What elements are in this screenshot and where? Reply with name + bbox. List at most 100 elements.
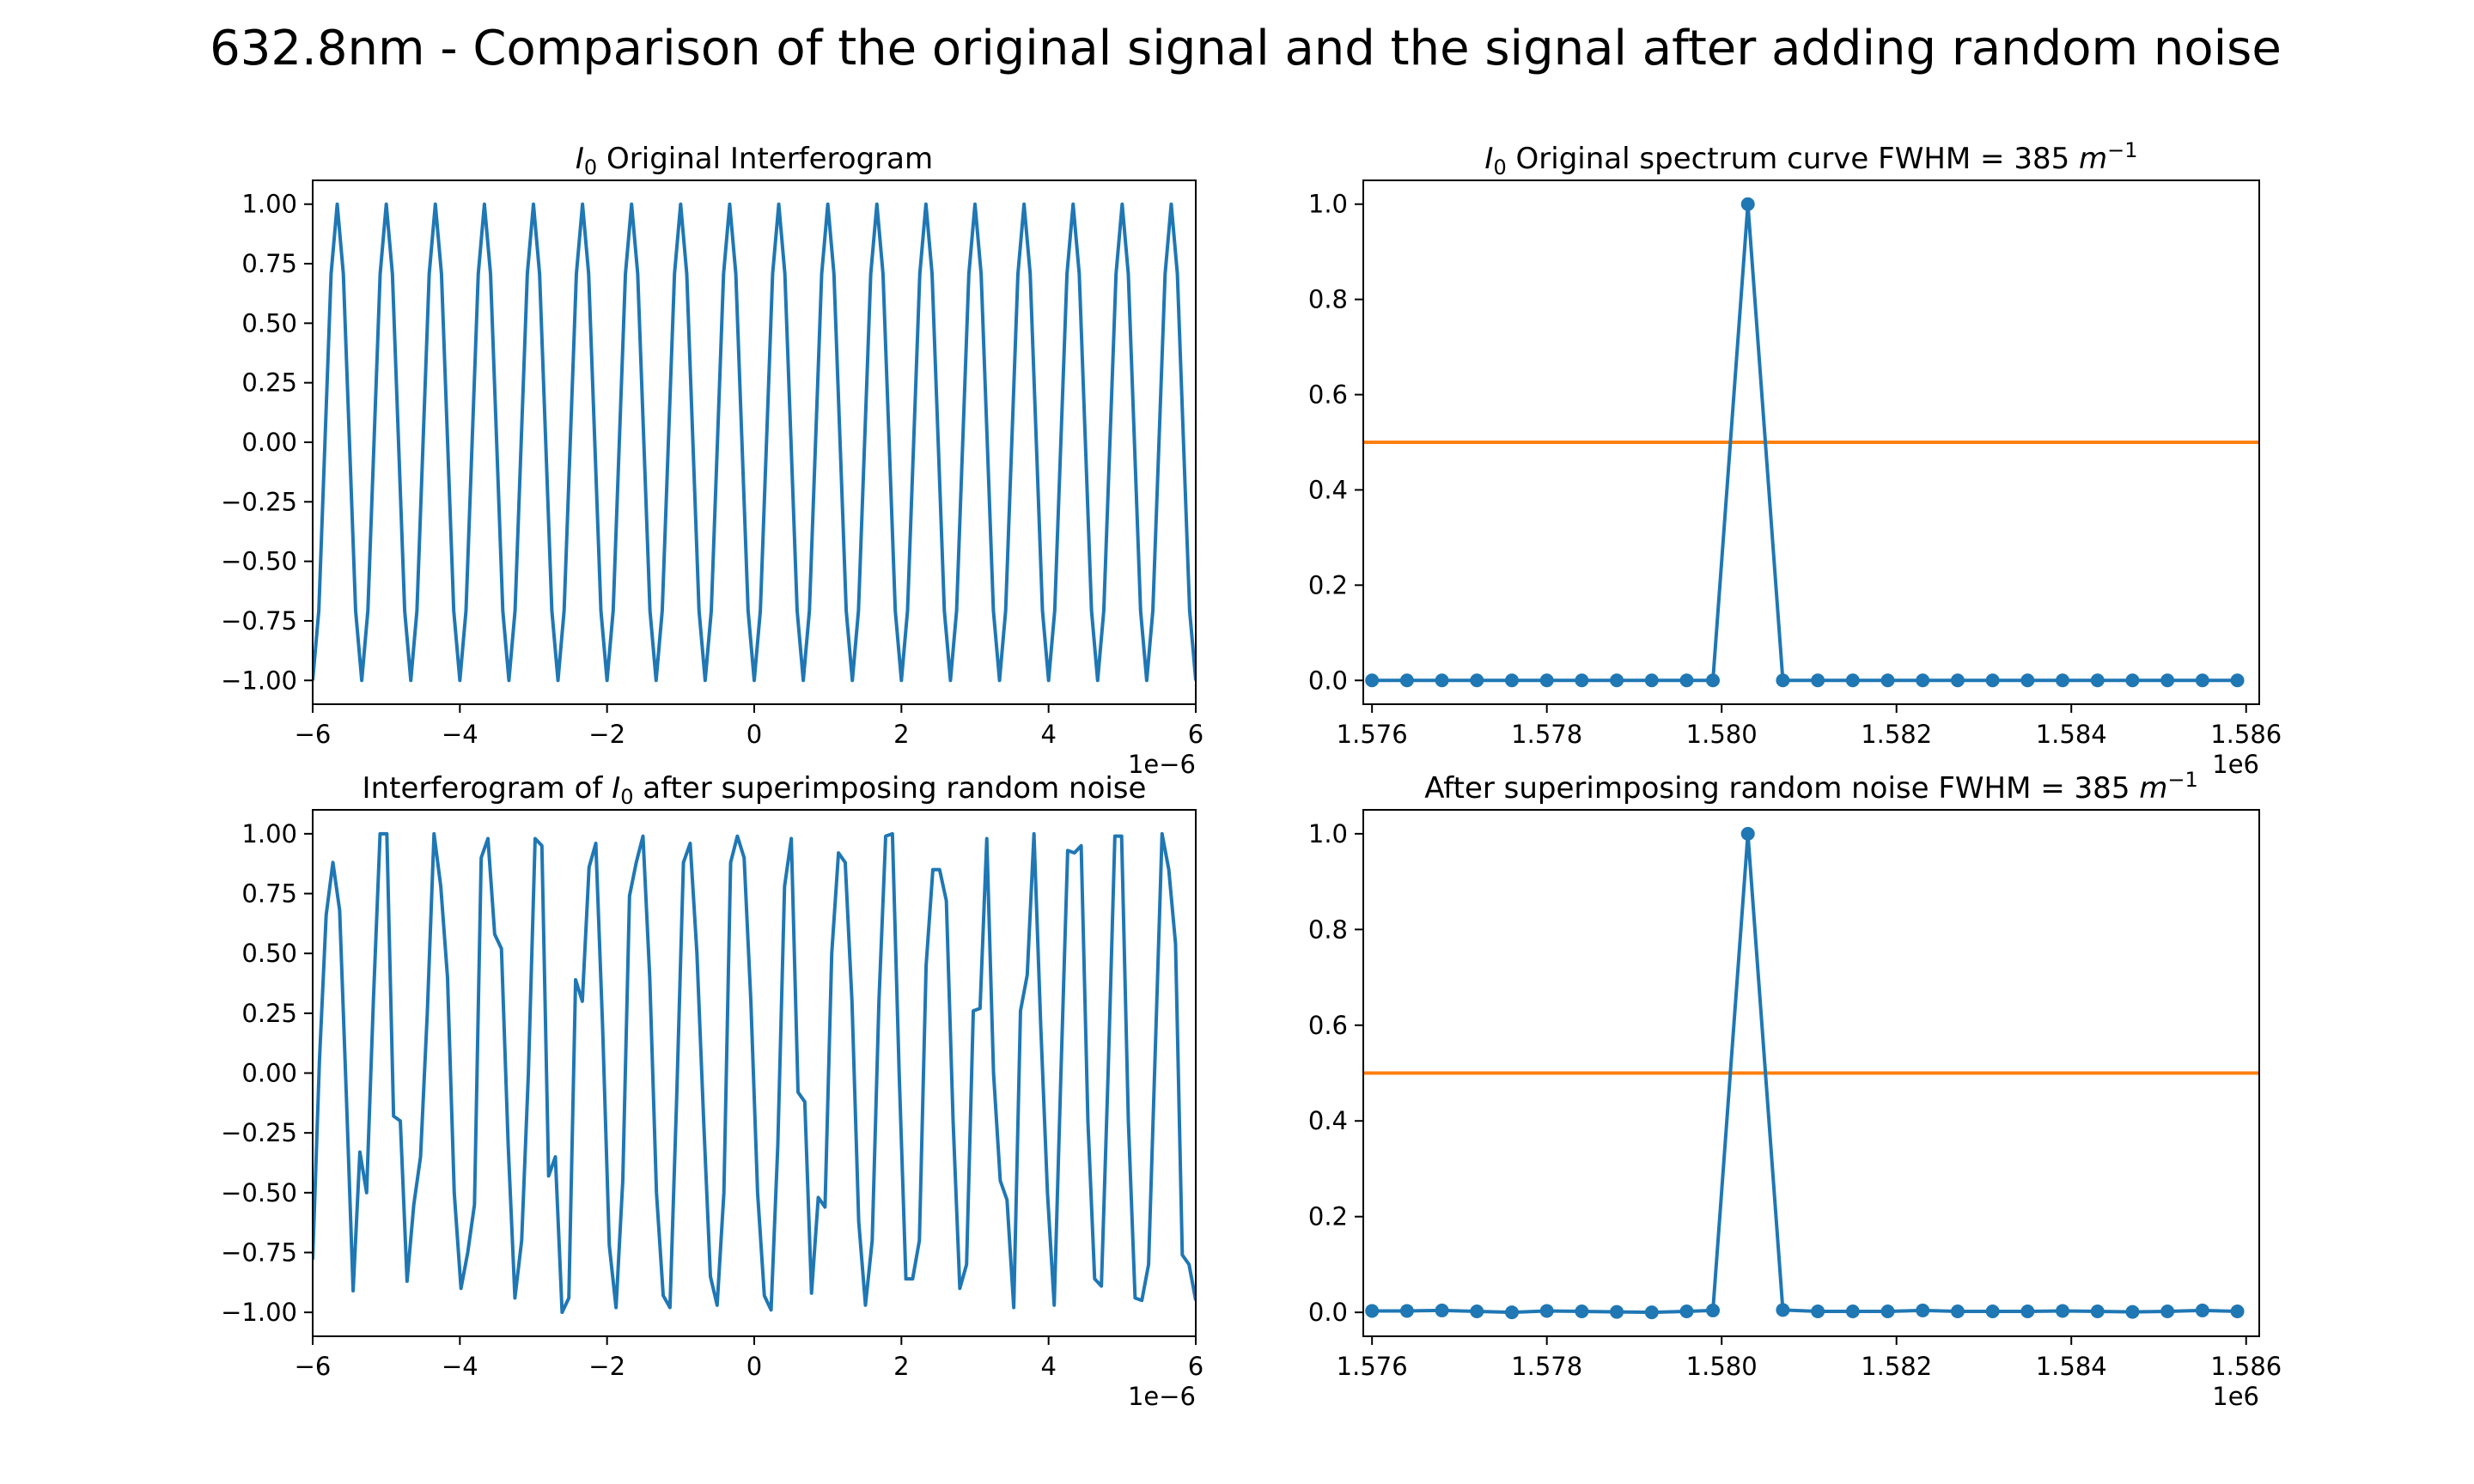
x-tick-label: −2	[588, 720, 625, 749]
data-point	[1776, 1303, 1790, 1317]
data-point	[2056, 1304, 2070, 1318]
subplot-interferogram-original: I0 Original Interferogram −6 −4 −2 0 2 4 6 −1.00…	[221, 142, 1203, 779]
data-point	[1916, 673, 1930, 688]
subplot-spectrum-noisy: After superimposing random noise FWHM = …	[1308, 768, 2282, 1411]
x-offset-label: 1e−6	[1128, 1382, 1196, 1411]
x-tick-label: 1.586	[2210, 1352, 2282, 1381]
subplot-title: Interferogram of I0 after superimposing …	[363, 771, 1147, 809]
x-tick-label: 1.578	[1511, 1352, 1582, 1381]
y-tick-label: 0.25	[241, 368, 297, 398]
data-point	[1845, 1305, 1860, 1319]
y-tick-label: 0.8	[1308, 285, 1348, 314]
axes-frame	[1362, 179, 2260, 705]
x-tick-label: −6	[295, 720, 332, 749]
data-point	[1740, 826, 1755, 841]
x-tick-label: 6	[1188, 1352, 1203, 1381]
data-point	[2090, 1305, 2105, 1319]
subplot-interferogram-noisy: Interferogram of I0 after superimposing …	[221, 771, 1203, 1411]
series-line	[313, 831, 1196, 1315]
data-point	[1706, 673, 1721, 688]
y-tick-label: 1.00	[241, 819, 297, 848]
x-offset-label: 1e6	[2212, 1382, 2259, 1411]
data-point	[1776, 673, 1790, 688]
y-tick-label: 0.4	[1308, 1106, 1348, 1135]
subplot-title: After superimposing random noise FWHM = …	[1424, 768, 2198, 806]
data-point	[1365, 673, 1380, 688]
plot-area	[1363, 826, 2259, 1320]
x-offset-label: 1e−6	[1128, 750, 1196, 779]
data-point	[2195, 1303, 2209, 1317]
x-tick-label: 1.578	[1511, 720, 1582, 749]
y-tick-label: 0.4	[1308, 475, 1348, 504]
y-tick-label: −1.00	[221, 1298, 297, 1327]
data-point	[1950, 1305, 1965, 1319]
x-offset-label: 1e6	[2212, 750, 2259, 779]
data-point	[1706, 1303, 1721, 1317]
x-tick-label: 1.580	[1686, 1352, 1758, 1381]
x-tick-label: 1.582	[1861, 720, 1932, 749]
x-tick-label: 2	[893, 720, 909, 749]
x-tick-label: 1.576	[1337, 720, 1408, 749]
data-point	[1470, 1305, 1484, 1319]
data-point	[1504, 1305, 1519, 1320]
data-point	[1365, 1304, 1380, 1318]
y-tick-label: 0.50	[241, 308, 297, 338]
subplot-grid: I0 Original Interferogram −6 −4 −2 0 2 4 6 −1.00…	[221, 138, 2282, 1411]
data-point	[1539, 673, 1554, 688]
data-point	[1679, 1305, 1694, 1319]
data-point	[2020, 673, 2035, 688]
y-tick-label: 0.6	[1308, 1011, 1348, 1040]
data-point	[1504, 673, 1519, 688]
y-tick-label: −0.25	[221, 1118, 297, 1147]
data-point	[2195, 673, 2209, 688]
y-tick-label: 1.0	[1308, 819, 1348, 848]
x-tick-label: 0	[746, 1352, 762, 1381]
data-point	[1575, 1305, 1589, 1319]
x-tick-label: −6	[295, 1352, 332, 1381]
y-tick-label: −1.00	[221, 666, 297, 695]
data-point	[2056, 673, 2070, 688]
y-tick-label: −0.50	[221, 547, 297, 576]
data-point	[1985, 1305, 2000, 1319]
y-tick-label: 0.2	[1308, 570, 1348, 599]
plot-area	[1363, 197, 2259, 688]
x-tick-label: 1.584	[2036, 1352, 2107, 1381]
data-point	[1880, 1305, 1895, 1319]
y-tick-label: 1.0	[1308, 190, 1348, 219]
y-tick-label: 0.8	[1308, 915, 1348, 944]
x-tick-label: 6	[1188, 720, 1203, 749]
data-point	[1610, 1305, 1624, 1319]
x-tick-label: 0	[746, 720, 762, 749]
subplot-title: I0 Original Interferogram	[576, 142, 933, 179]
data-point	[2125, 673, 2140, 688]
data-point	[1435, 1303, 1449, 1317]
data-point	[2230, 673, 2245, 688]
data-point	[1399, 673, 1414, 688]
subplot-title: I0 Original spectrum curve FWHM = 385 m−…	[1484, 138, 2137, 179]
x-tick-label: −2	[588, 1352, 625, 1381]
x-tick-label: 1.576	[1337, 1352, 1408, 1381]
data-point	[1575, 673, 1589, 688]
data-point	[2125, 1305, 2140, 1319]
subplot-spectrum-original: I0 Original spectrum curve FWHM = 385 m−…	[1308, 138, 2282, 779]
axes-frame	[1362, 809, 2260, 1337]
y-tick-label: 0.50	[241, 939, 297, 968]
y-tick-label: 0.75	[241, 879, 297, 909]
series-line	[313, 202, 1196, 683]
data-point	[2160, 673, 2175, 688]
x-tick-label: −4	[442, 720, 478, 749]
data-point	[1740, 197, 1755, 211]
y-tick-label: −0.75	[221, 1238, 297, 1267]
y-tick-label: −0.25	[221, 487, 297, 516]
x-tick-label: −4	[442, 1352, 478, 1381]
data-point	[1811, 1305, 1825, 1319]
data-point	[2230, 1305, 2245, 1319]
y-tick-label: 0.00	[241, 1059, 297, 1088]
plot-area	[313, 831, 1196, 1315]
x-tick-label: 4	[1040, 720, 1056, 749]
data-point	[1470, 673, 1484, 688]
figure-suptitle: 632.8nm - Comparison of the original sig…	[210, 21, 2282, 76]
data-point	[1880, 673, 1895, 688]
y-tick-label: 1.00	[241, 190, 297, 219]
